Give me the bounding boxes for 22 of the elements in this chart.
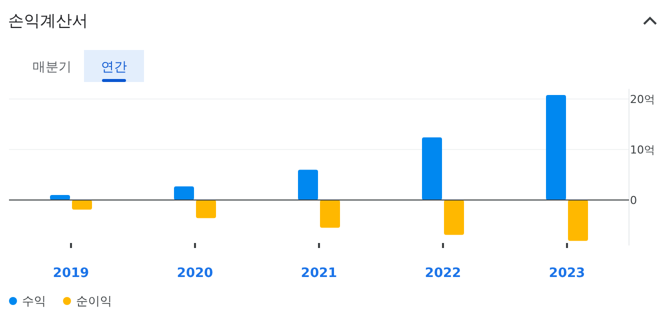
legend-label: 순이익 <box>76 294 112 308</box>
text: 매분기 <box>32 60 72 75</box>
bar <box>568 200 588 241</box>
y-tick-label: 20억 <box>630 93 655 106</box>
x-tick-label: 2023 <box>548 266 586 281</box>
bar <box>444 200 464 235</box>
bar <box>298 170 318 200</box>
bar <box>72 200 92 210</box>
x-tick-label: 2022 <box>424 266 462 281</box>
legend-label: 수익 <box>22 294 46 308</box>
bar <box>546 94 566 200</box>
x-tick-label: 2019 <box>52 266 90 281</box>
y-tick-label: 0 <box>630 194 637 207</box>
bar <box>422 137 442 200</box>
text: 연간 <box>101 60 127 75</box>
chart-title: 손익계산서 <box>8 11 88 30</box>
y-tick-label: 10억 <box>630 144 655 156</box>
bar <box>196 200 216 218</box>
bar <box>174 186 194 200</box>
x-tick-label: 2021 <box>300 266 338 281</box>
x-tick-label: 2020 <box>176 266 214 281</box>
bar <box>320 200 340 228</box>
